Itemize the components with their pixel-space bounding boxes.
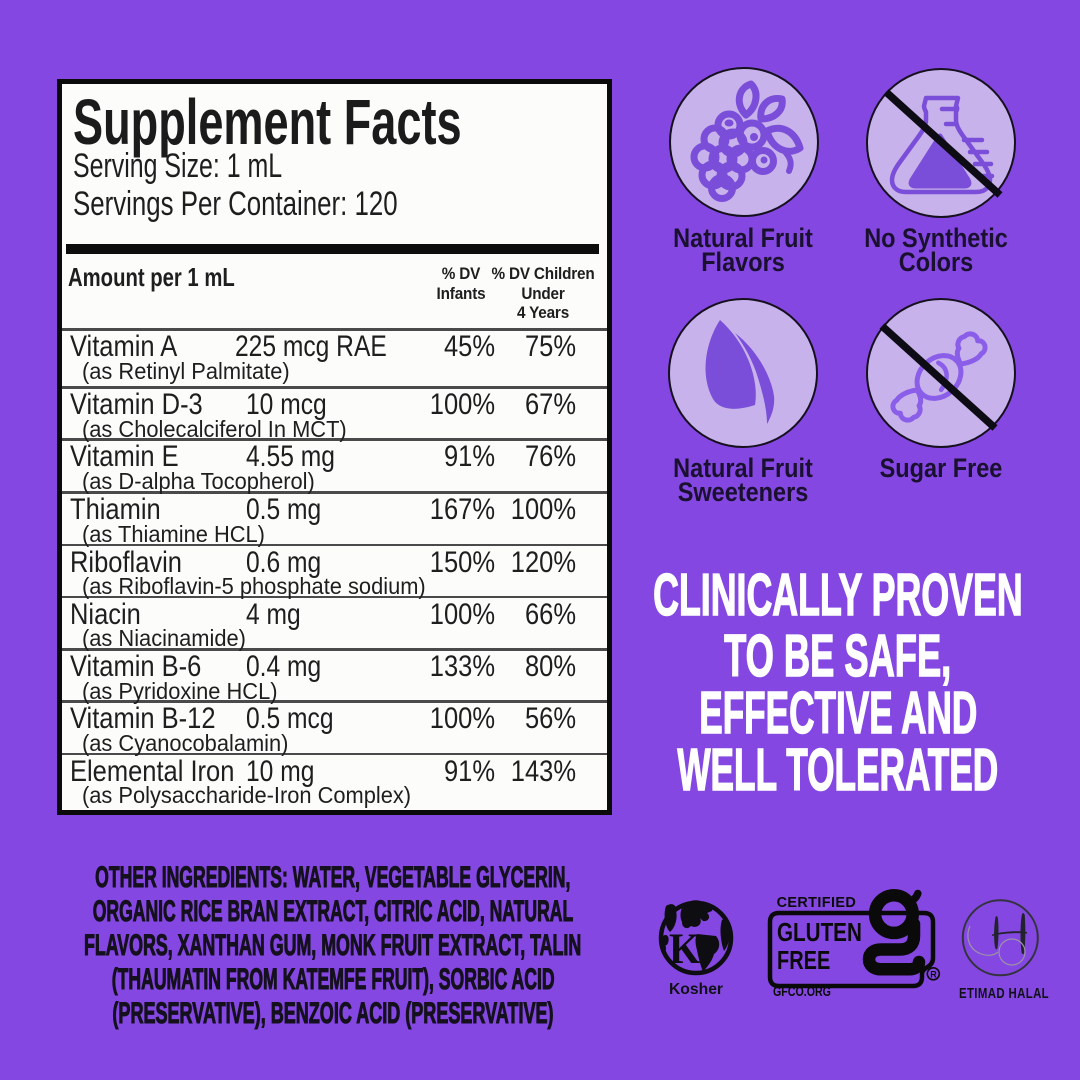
svg-text:R: R [930,969,937,979]
svg-text:K: K [669,925,700,973]
